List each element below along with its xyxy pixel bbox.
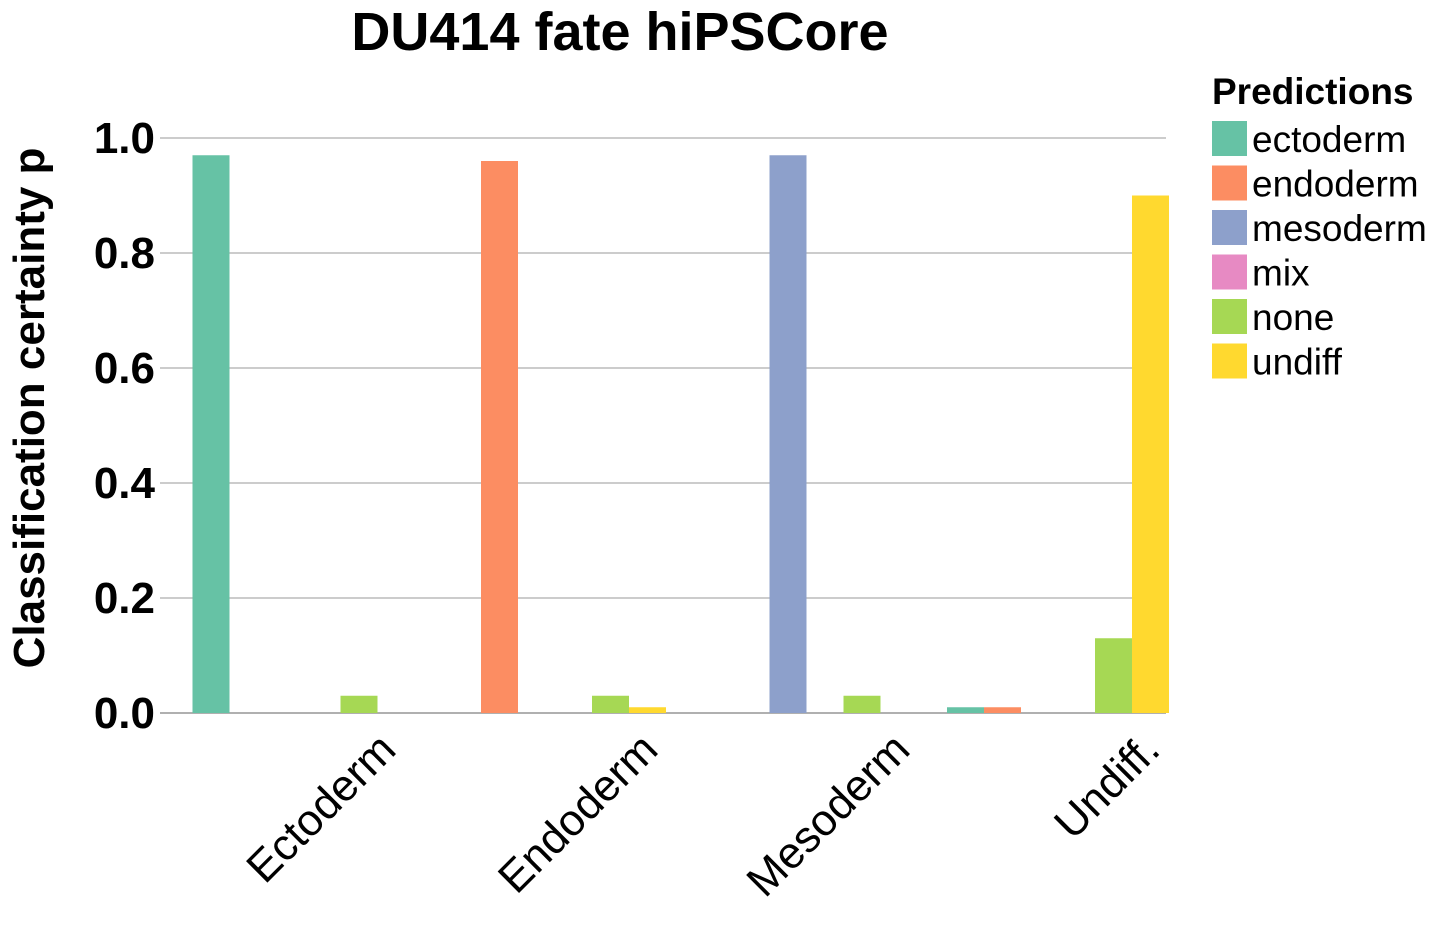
y-tick-label: 0.0 bbox=[94, 689, 155, 738]
legend-label-endoderm: endoderm bbox=[1252, 164, 1419, 205]
y-tick-label: 0.8 bbox=[94, 229, 155, 278]
bar-endoderm-endoderm bbox=[481, 161, 518, 713]
bar-mesoderm-mesoderm bbox=[769, 155, 807, 713]
legend-swatch-mesoderm bbox=[1212, 210, 1247, 245]
legend-title: Predictions bbox=[1212, 71, 1414, 112]
y-tick-labels: 0.0 0.2 0.4 0.6 0.8 1.0 bbox=[94, 114, 156, 738]
x-tick-label: Ectoderm bbox=[237, 724, 405, 892]
y-tick-label: 0.2 bbox=[94, 574, 155, 623]
legend-swatch-mix bbox=[1212, 254, 1247, 290]
bar-undiff-undiff bbox=[1132, 195, 1169, 713]
legend-label-undiff: undiff bbox=[1252, 342, 1343, 383]
legend-label-mix: mix bbox=[1252, 253, 1310, 294]
bar-undiff-endoderm bbox=[629, 707, 666, 713]
y-tick-label: 0.6 bbox=[94, 344, 155, 393]
bars bbox=[192, 155, 1169, 713]
bar-none-endoderm bbox=[592, 695, 629, 713]
grid-lines bbox=[160, 137, 1166, 714]
y-axis-label: Classification certainty p bbox=[5, 148, 54, 669]
x-tick-label: Endoderm bbox=[489, 724, 667, 902]
legend-swatch-none bbox=[1212, 299, 1247, 334]
bar-endoderm-undiff bbox=[984, 707, 1021, 713]
bar-none-undiff bbox=[1095, 638, 1132, 713]
legend: Predictions ectodermendodermmesodermmixn… bbox=[1212, 71, 1427, 383]
bar-none-mesoderm bbox=[843, 695, 881, 713]
x-tick-label: Mesoderm bbox=[737, 724, 919, 906]
y-tick-label: 0.4 bbox=[94, 459, 156, 508]
legend-swatch-undiff bbox=[1212, 343, 1247, 379]
legend-swatch-ectoderm bbox=[1212, 121, 1247, 156]
x-tick-labels: Ectoderm Endoderm Mesoderm Undiff. bbox=[237, 724, 1169, 906]
bar-ectoderm-ectoderm bbox=[192, 155, 230, 713]
y-tick-label: 1.0 bbox=[94, 114, 155, 163]
legend-label-mesoderm: mesoderm bbox=[1252, 208, 1427, 249]
bar-ectoderm-undiff bbox=[947, 707, 984, 713]
legend-label-none: none bbox=[1252, 297, 1334, 338]
x-tick-label: Undiff. bbox=[1045, 724, 1169, 848]
legend-label-ectoderm: ectoderm bbox=[1252, 119, 1406, 160]
chart-title: DU414 fate hiPSCore bbox=[351, 2, 888, 62]
legend-swatch-endoderm bbox=[1212, 165, 1247, 201]
bar-none-ectoderm bbox=[340, 695, 378, 713]
